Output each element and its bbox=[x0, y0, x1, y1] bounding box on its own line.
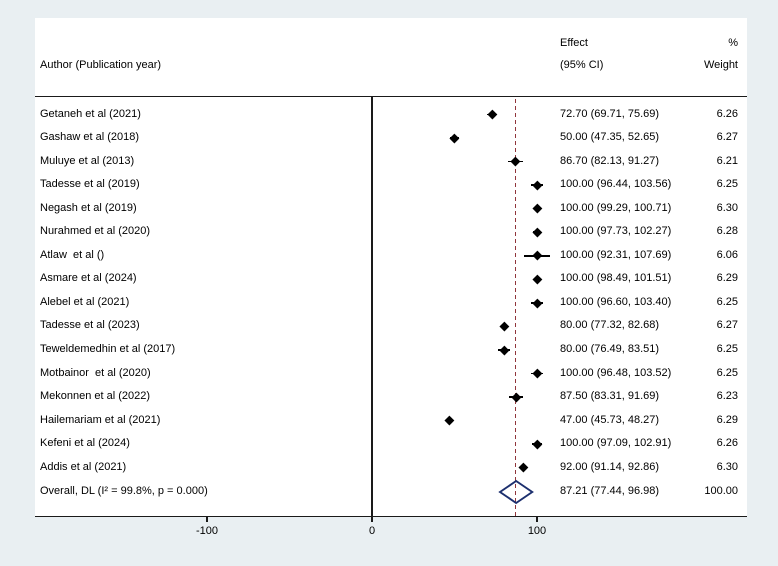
plot-panel bbox=[35, 18, 747, 516]
study-effect-value: 47.00 (45.73, 48.27) bbox=[560, 413, 660, 426]
study-label: Teweldemedhin et al (2017) bbox=[40, 343, 176, 355]
study-label: Getaneh et al (2021) bbox=[40, 107, 141, 120]
study-label: Muluye et al (2013) bbox=[40, 154, 135, 167]
study-label: Nurahmed et al (2020) bbox=[40, 225, 151, 238]
study-weight: 6.25 bbox=[716, 366, 738, 379]
study-weight: 6.30 bbox=[716, 201, 738, 214]
x-axis-tick-label: 0 bbox=[368, 524, 376, 537]
study-label: Kefeni et al (2024) bbox=[40, 437, 130, 450]
study-weight: 6.25 bbox=[716, 343, 738, 355]
study-weight: 6.27 bbox=[716, 319, 738, 332]
study-label: Motbainor et al (2020) bbox=[40, 366, 151, 379]
study-weight: 6.06 bbox=[716, 248, 738, 261]
study-weight: 6.25 bbox=[716, 295, 738, 308]
study-weight: 6.21 bbox=[716, 154, 738, 167]
study-label: Mekonnen et al (2022) bbox=[40, 390, 151, 403]
study-label: Negash et al (2019) bbox=[40, 201, 137, 214]
study-label: Tadesse et al (2023) bbox=[40, 319, 140, 332]
overall-label: Overall, DL (I² = 99.8%, p = 0.000) bbox=[40, 485, 208, 497]
study-weight: 6.27 bbox=[716, 131, 738, 144]
header-separator-line bbox=[35, 96, 747, 98]
x-axis-tick-label: -100 bbox=[195, 524, 219, 537]
study-effect-value: 100.00 (97.73, 102.27) bbox=[560, 225, 672, 238]
percent-column-header: % bbox=[728, 37, 738, 49]
x-axis-tick bbox=[206, 517, 208, 523]
study-effect-value: 80.00 (77.32, 82.68) bbox=[560, 319, 660, 332]
study-effect-value: 100.00 (96.44, 103.56) bbox=[560, 178, 672, 191]
study-weight: 6.26 bbox=[716, 437, 738, 450]
study-effect-value: 87.50 (83.31, 91.69) bbox=[560, 390, 660, 403]
study-label: Hailemariam et al (2021) bbox=[40, 413, 161, 426]
overall-reference-dashed-line bbox=[515, 99, 517, 516]
x-axis-tick bbox=[536, 517, 538, 523]
study-label: Addis et al (2021) bbox=[40, 460, 127, 473]
study-label: Alebel et al (2021) bbox=[40, 295, 130, 308]
weight-column-header: Weight bbox=[703, 59, 738, 71]
study-weight: 6.29 bbox=[716, 272, 738, 285]
overall-effect-value: 87.21 (77.44, 96.98) bbox=[560, 485, 660, 497]
study-effect-value: 50.00 (47.35, 52.65) bbox=[560, 131, 660, 144]
study-effect-value: 100.00 (96.48, 103.52) bbox=[560, 366, 672, 379]
study-weight: 6.28 bbox=[716, 225, 738, 238]
study-label: Tadesse et al (2019) bbox=[40, 178, 140, 191]
effect-column-header-line2: (95% CI) bbox=[560, 59, 604, 71]
effect-column-header-line1: Effect bbox=[560, 37, 588, 49]
study-weight: 6.29 bbox=[716, 413, 738, 426]
study-label: Gashaw et al (2018) bbox=[40, 131, 140, 144]
x-axis-tick bbox=[371, 517, 373, 523]
overall-diamond bbox=[498, 479, 534, 505]
study-effect-value: 100.00 (99.29, 100.71) bbox=[560, 201, 672, 214]
study-weight: 6.23 bbox=[716, 390, 738, 403]
study-effect-value: 80.00 (76.49, 83.51) bbox=[560, 343, 660, 355]
study-effect-value: 72.70 (69.71, 75.69) bbox=[560, 107, 660, 120]
x-axis-tick-label: 100 bbox=[527, 524, 547, 537]
study-weight: 6.30 bbox=[716, 460, 738, 473]
study-effect-value: 92.00 (91.14, 92.86) bbox=[560, 460, 660, 473]
study-weight: 6.26 bbox=[716, 107, 738, 120]
study-effect-value: 86.70 (82.13, 91.27) bbox=[560, 154, 660, 167]
overall-weight: 100.00 bbox=[704, 485, 738, 497]
study-effect-value: 100.00 (92.31, 107.69) bbox=[560, 248, 672, 261]
study-effect-value: 100.00 (98.49, 101.51) bbox=[560, 272, 672, 285]
author-column-header: Author (Publication year) bbox=[40, 59, 162, 71]
study-effect-value: 100.00 (97.09, 102.91) bbox=[560, 437, 672, 450]
study-effect-value: 100.00 (96.60, 103.40) bbox=[560, 295, 672, 308]
study-label: Asmare et al (2024) bbox=[40, 272, 137, 285]
study-label: Atlaw et al () bbox=[40, 248, 105, 261]
x-axis-line bbox=[35, 515, 747, 518]
study-weight: 6.25 bbox=[716, 178, 738, 191]
zero-line bbox=[371, 96, 373, 516]
